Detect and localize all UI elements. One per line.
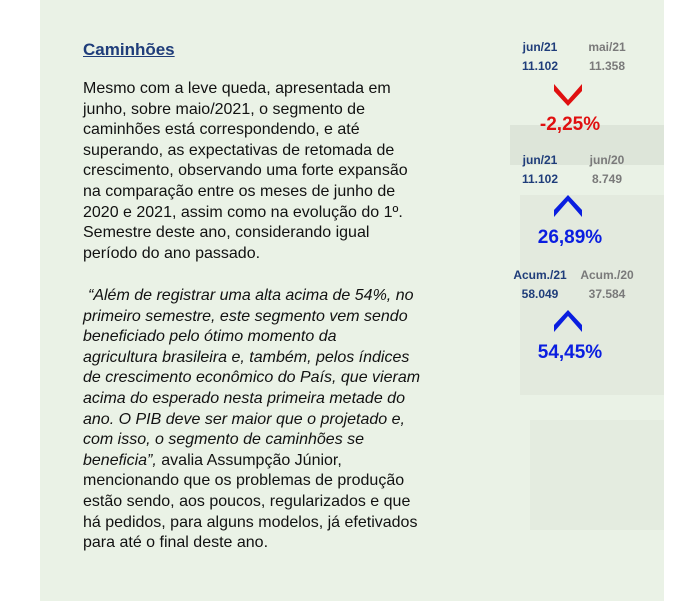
change-percent: -2,25% <box>539 114 601 135</box>
watermark <box>530 420 664 530</box>
watermark <box>510 125 664 165</box>
quote-line: beneficia”, avalia Assumpção Júnior, <box>83 451 342 469</box>
paragraph-line: caminhões está correspondendo, e até <box>83 121 360 139</box>
quote-line: agricultura brasileira e, também, pelos … <box>83 348 410 366</box>
paragraph-line: Semestre deste ano, considerando igual <box>83 224 370 242</box>
attribution-line: para até o final deste ano. <box>83 534 269 552</box>
change-percent: 26,89% <box>537 227 603 248</box>
previous-label: jun/20 <box>589 153 625 167</box>
chevron <box>554 310 582 332</box>
quote-line: ano. O PIB deve ser maior que o projetad… <box>83 410 405 428</box>
arrow-down <box>554 84 582 106</box>
quote-line: com isso, o segmento de caminhões se <box>83 431 365 449</box>
current-value: 11.102 <box>521 59 559 73</box>
previous-label: mai/21 <box>588 40 626 54</box>
section-title: Caminhões <box>83 40 175 59</box>
current-value: 11.102 <box>521 172 559 186</box>
quote-line: beneficiado pelo ótimo momento da <box>83 328 337 346</box>
chevron <box>554 84 582 106</box>
change-percent: 54,45% <box>537 342 603 363</box>
attribution-line: mencionando que os problemas de produção <box>83 472 405 490</box>
paragraph-line: crescimento, observando uma forte expans… <box>83 162 408 180</box>
watermark <box>520 195 664 395</box>
quote-line: primeiro semestre, este segmento vem sen… <box>83 307 408 325</box>
current-label: jun/21 <box>522 153 558 167</box>
paragraph-line: 2020 e 2021, assim como na evolução do 1… <box>83 203 403 221</box>
current-value: 58.049 <box>521 287 559 301</box>
attribution-text: avalia Assumpção Júnior, <box>156 451 342 469</box>
paragraph-line: junho, sobre maio/2021, o segmento de <box>83 100 365 118</box>
panel: Caminhões Mesmo com a leve queda, aprese… <box>40 0 664 601</box>
quote-line: “Além de registrar uma alta acima de 54%… <box>88 287 414 304</box>
paragraph-line: superando, as expectativas de retomada d… <box>83 141 395 159</box>
attribution-line: há pedidos, para alguns modelos, já efet… <box>83 513 418 531</box>
previous-value: 11.358 <box>588 59 626 73</box>
paragraph-line: na comparação entre os meses de junho de <box>83 183 396 200</box>
previous-value: 37.584 <box>588 287 626 301</box>
arrow-up <box>554 195 582 217</box>
quote-line: de crescimento econômico do País, que vi… <box>83 369 421 387</box>
attribution-line: estão sendo, aos poucos, regularizados e… <box>83 493 411 510</box>
current-label: Acum./21 <box>513 268 567 282</box>
previous-value: 8.749 <box>591 172 623 186</box>
chevron <box>554 195 582 217</box>
paragraph-line: Mesmo com a leve queda, apresentada em <box>83 80 391 97</box>
current-label: jun/21 <box>522 40 558 54</box>
previous-label: Acum./20 <box>580 268 634 282</box>
arrow-up <box>554 310 582 332</box>
quote-line: acima do esperado nesta primeira metade … <box>83 390 405 407</box>
paragraph-line: período do ano passado. <box>83 244 261 262</box>
